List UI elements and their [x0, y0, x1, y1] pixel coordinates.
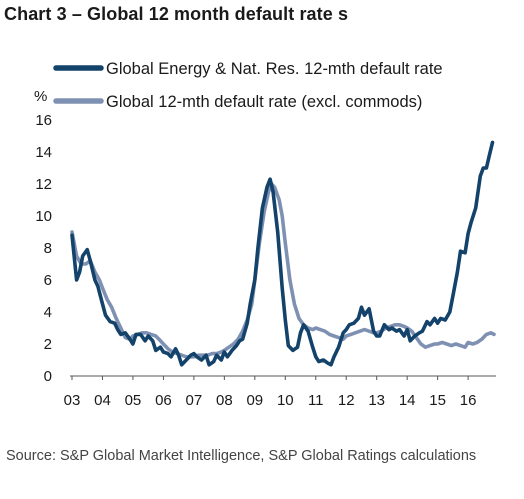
legend-label-1: Global Energy & Nat. Res. 12-mth default… — [106, 60, 443, 78]
chart-title: Chart 3 – Global 12 month default rate s — [4, 4, 349, 24]
x-tick-label: 03 — [64, 392, 81, 409]
y-tick-label: 4 — [44, 304, 52, 321]
legend-label-2: Global 12-mth default rate (excl. commod… — [106, 93, 422, 111]
y-tick-label: 10 — [35, 208, 52, 225]
x-tick-label: 04 — [94, 392, 111, 409]
x-tick-label: 10 — [277, 392, 294, 409]
x-tick-label: 13 — [368, 392, 385, 409]
x-tick-label: 15 — [429, 392, 446, 409]
x-axis: 03 04 05 06 07 08 09 10 11 12 13 14 15 16 — [64, 375, 496, 409]
y-tick-label: 2 — [44, 336, 52, 353]
y-tick-label: 12 — [35, 176, 52, 193]
y-axis-unit-label: % — [34, 88, 47, 105]
x-tick-label: 11 — [308, 392, 324, 409]
y-tick-label: 6 — [44, 272, 52, 289]
x-tick-label: 16 — [460, 392, 477, 409]
x-tick-label: 07 — [186, 392, 203, 409]
y-tick-label: 16 — [35, 112, 52, 129]
series-line-1 — [70, 140, 495, 367]
x-tick-label: 09 — [246, 392, 263, 409]
y-tick-label: 0 — [44, 368, 52, 385]
x-tick-label: 14 — [399, 392, 416, 409]
series-line-2 — [70, 182, 496, 359]
x-tick-label: 05 — [125, 392, 142, 409]
x-tick-label: 06 — [155, 392, 172, 409]
source-note: Source: S&P Global Market Intelligence, … — [6, 448, 477, 464]
y-tick-label: 8 — [44, 240, 52, 257]
legend: Global Energy & Nat. Res. 12-mth default… — [53, 60, 443, 111]
series-layer — [70, 140, 496, 367]
x-tick-label: 12 — [338, 392, 355, 409]
y-tick-label: 14 — [35, 144, 52, 161]
x-tick-label: 08 — [216, 392, 233, 409]
y-axis: 0 2 4 6 8 10 12 14 16 — [35, 112, 52, 385]
